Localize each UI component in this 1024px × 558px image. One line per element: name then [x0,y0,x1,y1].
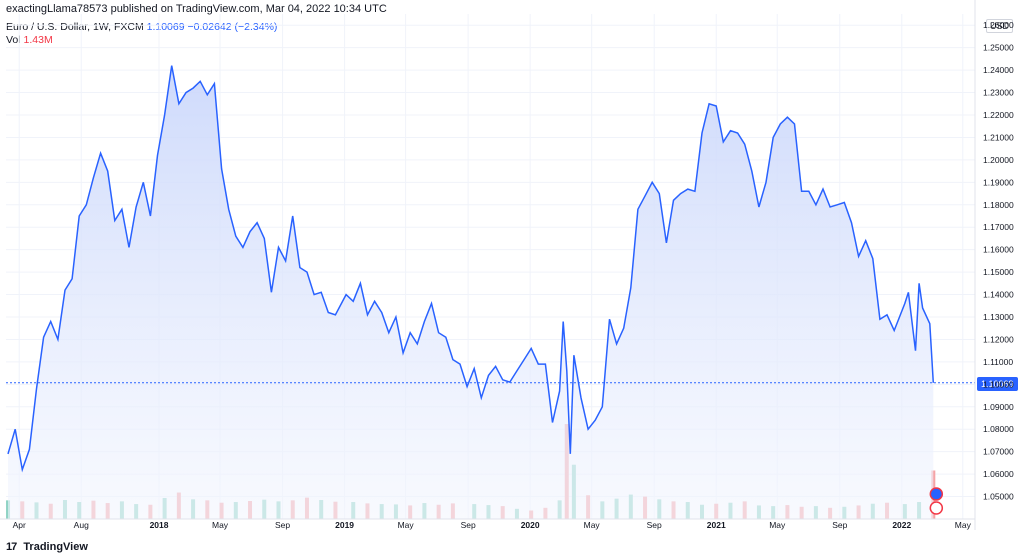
tradingview-logo-icon: 17 [6,541,17,553]
price-tick-label: 1.19000 [983,177,1014,187]
flag-marker-icon[interactable] [929,501,944,515]
time-tick-label: May [398,520,415,530]
time-tick-label: Sep [832,520,847,530]
price-tick-label: 1.17000 [983,222,1014,232]
price-tick-label: 1.23000 [983,88,1014,98]
volume-label: Vol [6,34,21,46]
price-tick-label: 1.05000 [983,492,1014,502]
price-tick-label: 1.11000 [983,357,1013,367]
price-tick-label: 1.24000 [983,65,1014,75]
price-area [8,65,934,519]
time-tick-label: May [212,520,229,530]
price-tick-label: 1.10000 [983,379,1014,389]
price-line [7,65,935,473]
publisher-caption: exactingLlama78573 published on TradingV… [6,3,387,15]
time-tick-label: May [955,520,972,530]
time-tick-label: 2020 [521,520,540,530]
price-tick-label: 1.21000 [983,132,1014,142]
price-axis[interactable]: 1.05000 1.06000 1.07000 1.08000 1.09000 1.100… [974,0,1014,530]
volume-legend[interactable]: Vol 1.43M [6,34,53,46]
price-tick-label: 1.18000 [983,200,1014,210]
time-tick-label: May [769,520,786,530]
time-tick-label: May [584,520,601,530]
price-tick-label: 1.06000 [983,469,1014,479]
time-tick-label: Aug [74,520,89,530]
time-tick-label: 2018 [150,520,169,530]
event-markers[interactable] [929,487,944,515]
price-tick-label: 1.20000 [983,155,1014,165]
last-price: 1.10069 [146,21,185,33]
price-tick-label: 1.14000 [983,290,1014,300]
time-tick-label: Apr [13,520,26,530]
price-tick-label: 1.26000 [983,20,1014,30]
tradingview-logo[interactable]: 17 TradingView [6,541,88,553]
last-price-badge: 1.10069 [977,377,1018,391]
volume-value: 1.43M [23,34,53,46]
event-marker-icon[interactable] [929,487,944,501]
price-tick-label: 1.08000 [983,424,1014,434]
price-tick-label: 1.07000 [983,447,1014,457]
symbol-name[interactable]: Euro / U.S. Dollar, 1W, FXCM [6,21,144,33]
symbol-legend[interactable]: Euro / U.S. Dollar, 1W, FXCM 1.10069 −0.… [6,21,277,33]
time-tick-label: Sep [647,520,662,530]
time-tick-label: Sep [275,520,290,530]
currency-button[interactable]: USD [986,19,1014,33]
price-tick-label: 1.12000 [983,334,1014,344]
price-tick-label: 1.22000 [983,110,1014,120]
price-tick-label: 1.09000 [983,402,1014,412]
price-tick-label: 1.13000 [983,312,1014,322]
time-axis[interactable]: Apr Aug 2018 May Sep 2019 May Sep 2020 May Sep 2021… [0,518,975,530]
time-tick-label: 2019 [335,520,354,530]
time-tick-label: 2022 [892,520,911,530]
price-change: −0.02642 (−2.34%) [187,21,278,33]
brand-name: TradingView [23,541,88,553]
price-tick-label: 1.15000 [983,267,1014,277]
price-tick-label: 1.16000 [983,245,1014,255]
time-tick-label: Sep [461,520,476,530]
time-tick-label: 2021 [707,520,726,530]
price-tick-label: 1.25000 [983,43,1014,53]
